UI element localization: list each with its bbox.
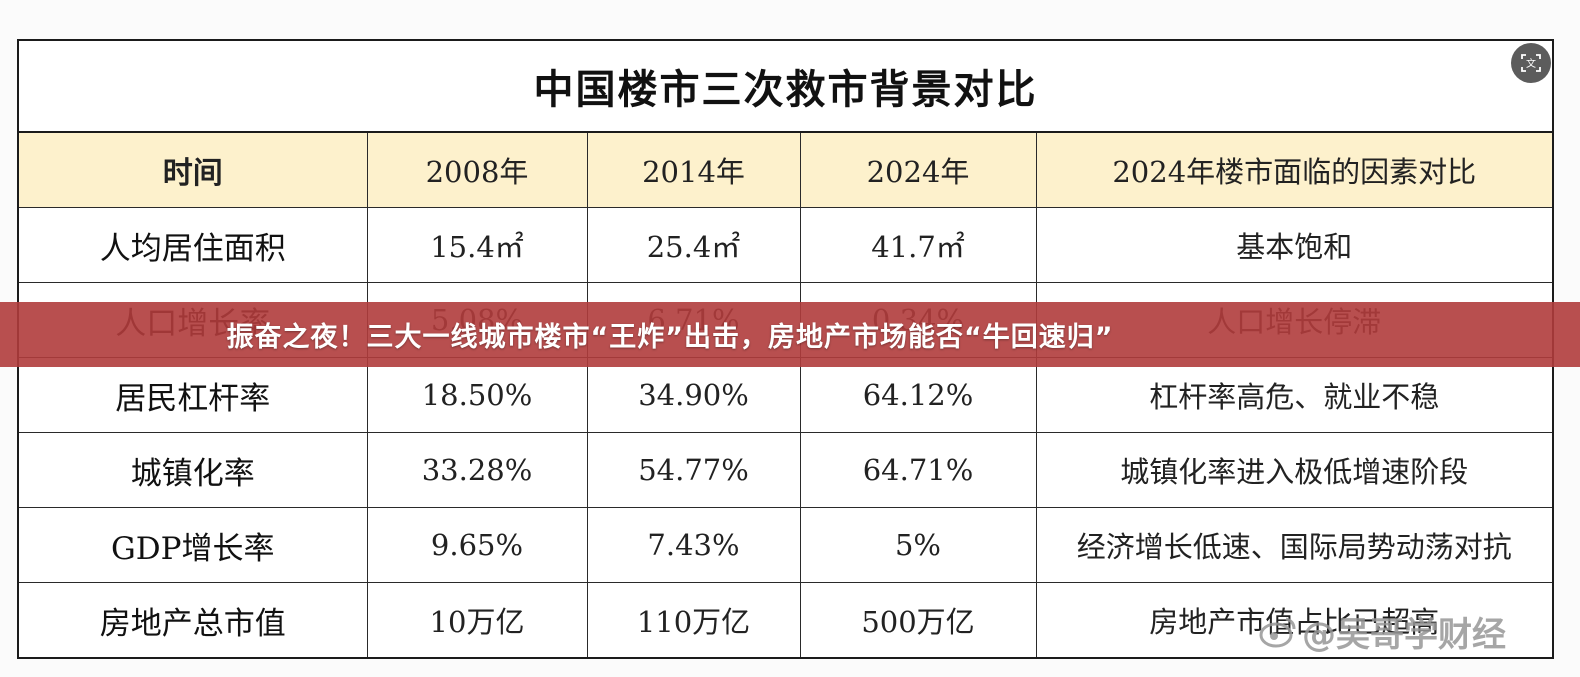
image-search-icon: 文 (1521, 54, 1541, 72)
table-cell: 33.28% (366, 432, 588, 508)
header-cell: 2014年 (586, 133, 801, 208)
row-label: 房地产总市值 (19, 582, 368, 657)
table-cell: 110万亿 (586, 582, 801, 657)
table-row: 人均居住面积 15.4㎡ 25.4㎡ 41.7㎡ 基本饱和 (19, 207, 1552, 283)
table-title: 中国楼市三次救市背景对比 (19, 41, 1552, 133)
header-cell: 2024年 (799, 133, 1037, 208)
row-label: 居民杠杆率 (19, 357, 368, 433)
data-table: 时间 2008年 2014年 2024年 2024年楼市面临的因素对比 人均居住… (19, 133, 1552, 657)
table-row: 居民杠杆率 18.50% 34.90% 64.12% 杠杆率高危、就业不稳 (19, 357, 1552, 433)
table-cell: 64.12% (799, 357, 1037, 433)
row-label: 人均居住面积 (19, 207, 368, 283)
table-cell: 城镇化率进入极低增速阶段 (1035, 432, 1552, 508)
table-header-row: 时间 2008年 2014年 2024年 2024年楼市面临的因素对比 (19, 133, 1552, 208)
row-label: 城镇化率 (19, 432, 368, 508)
header-cell: 2024年楼市面临的因素对比 (1035, 133, 1552, 208)
table-cell: 9.65% (366, 507, 588, 583)
table-cell: 34.90% (586, 357, 801, 433)
header-cell: 2008年 (366, 133, 588, 208)
table-row: 房地产总市值 10万亿 110万亿 500万亿 房地产市值占比已超高 (19, 582, 1552, 657)
table-cell: 7.43% (586, 507, 801, 583)
table-cell: 18.50% (366, 357, 588, 433)
table-cell: 杠杆率高危、就业不稳 (1035, 357, 1552, 433)
image-search-button[interactable]: 文 (1511, 43, 1551, 83)
table-cell: 10万亿 (366, 582, 588, 657)
table-cell: 54.77% (586, 432, 801, 508)
table-cell: 经济增长低速、国际局势动荡对抗 (1035, 507, 1552, 583)
table-cell: 41.7㎡ (799, 207, 1037, 283)
table-cell: 基本饱和 (1035, 207, 1552, 283)
headline-banner: 振奋之夜！三大一线城市楼市“王炸”出击，房地产市场能否“牛回速归” (0, 302, 1580, 367)
svg-text:文: 文 (1526, 57, 1536, 70)
table-cell: 房地产市值占比已超高 (1035, 582, 1552, 657)
row-label: GDP增长率 (19, 507, 368, 583)
comparison-table: 中国楼市三次救市背景对比 时间 2008年 2014年 2024年 2024年楼… (17, 39, 1554, 659)
header-cell: 时间 (19, 133, 368, 208)
headline-text: 振奋之夜！三大一线城市楼市“王炸”出击，房地产市场能否“牛回速归” (226, 322, 1114, 353)
table-row: 城镇化率 33.28% 54.77% 64.71% 城镇化率进入极低增速阶段 (19, 432, 1552, 508)
table-cell: 64.71% (799, 432, 1037, 508)
table-cell: 25.4㎡ (586, 207, 801, 283)
table-cell: 5% (799, 507, 1037, 583)
table-cell: 500万亿 (799, 582, 1037, 657)
table-row: GDP增长率 9.65% 7.43% 5% 经济增长低速、国际局势动荡对抗 (19, 507, 1552, 583)
table-cell: 15.4㎡ (366, 207, 588, 283)
